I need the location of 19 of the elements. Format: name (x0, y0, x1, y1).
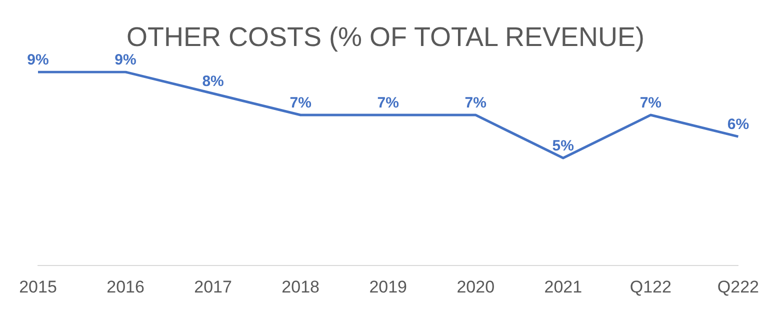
data-label: 9% (27, 52, 49, 69)
data-label: 7% (377, 94, 399, 112)
x-tick-label: 2017 (194, 277, 232, 296)
x-tick-label: 2019 (369, 277, 408, 296)
data-label: 7% (290, 94, 312, 112)
x-tick-label: 2018 (282, 277, 320, 296)
x-tick-label: 2015 (19, 277, 57, 296)
data-label: 6% (727, 116, 750, 134)
x-tick-label: 2021 (544, 277, 582, 296)
data-label: 8% (202, 73, 224, 90)
data-label: 9% (114, 52, 136, 69)
chart-title: OTHER COSTS (% OF TOTAL REVENUE) (125, 22, 646, 53)
x-tick-label: 2016 (106, 277, 144, 296)
data-label: 5% (552, 138, 574, 155)
x-tick-label: 2020 (456, 277, 495, 296)
data-label: 7% (640, 94, 662, 112)
data-label: 7% (464, 94, 486, 112)
x-tick-label: Q122 (630, 277, 672, 296)
x-tick-label: Q222 (717, 277, 760, 296)
